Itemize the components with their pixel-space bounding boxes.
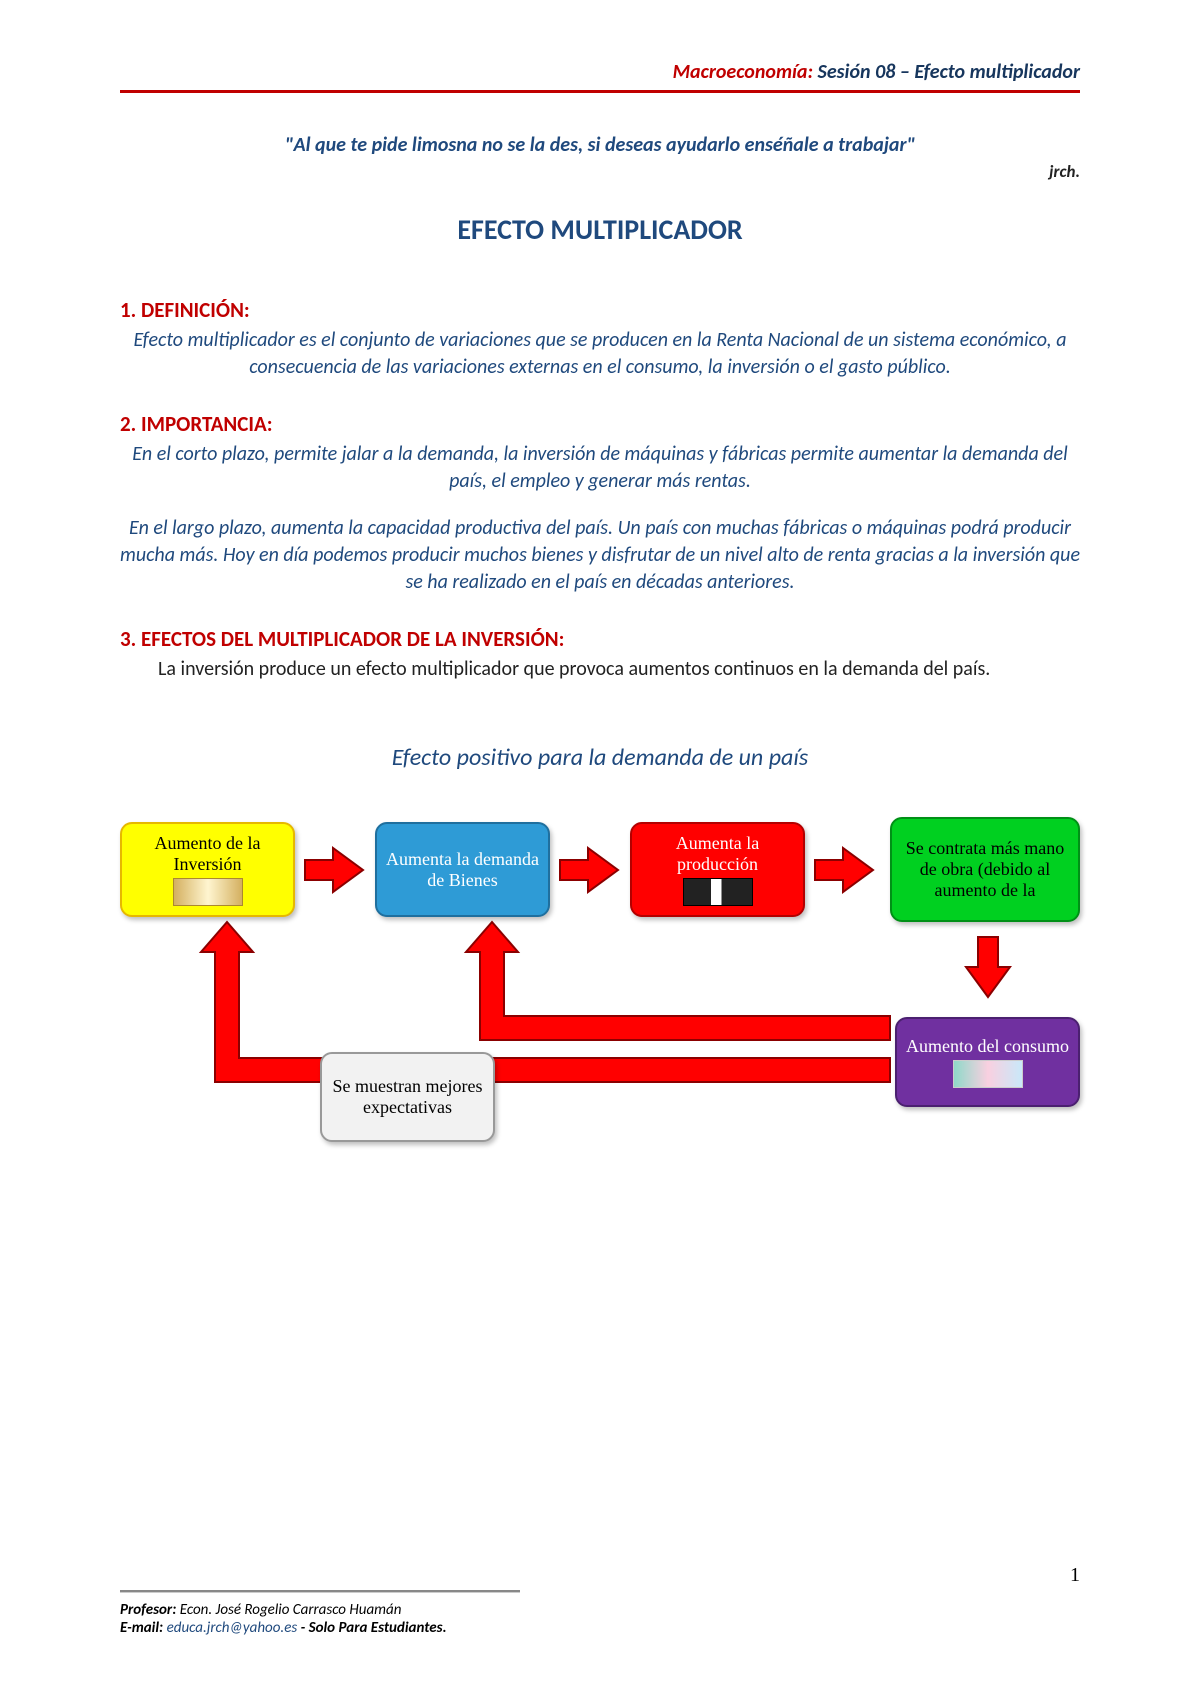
section-1-body: Efecto multiplicador es el conjunto de v… xyxy=(120,327,1080,381)
diagram-title: Efecto positivo para la demanda de un pa… xyxy=(120,743,1080,772)
section-1-heading: 1. DEFINICIÓN: xyxy=(120,297,1080,323)
node-production: Aumenta la producción xyxy=(630,822,805,917)
node-investment-label: Aumento de la Inversión xyxy=(130,833,285,874)
section-2-heading: 2. IMPORTANCIA: xyxy=(120,411,1080,437)
factory-icon xyxy=(683,878,753,906)
node-demand-label: Aumenta la demanda de Bienes xyxy=(385,849,540,890)
course-name: Macroeconomía: xyxy=(673,60,813,84)
node-consumption-label: Aumento del consumo xyxy=(906,1036,1069,1057)
node-expectations-label: Se muestran mejores expectativas xyxy=(330,1076,485,1117)
flow-diagram: Aumento de la Inversión Aumenta la deman… xyxy=(120,822,1080,1202)
page-footer: Profesor: Econ. José Rogelio Carrasco Hu… xyxy=(120,1590,1080,1637)
node-labor-label: Se contrata más mano de obra (debido al … xyxy=(900,838,1070,900)
section-3-body: La inversión produce un efecto multiplic… xyxy=(158,656,1080,683)
section-2-p1: En el corto plazo, permite jalar a la de… xyxy=(120,441,1080,495)
node-expectations: Se muestran mejores expectativas xyxy=(320,1052,495,1142)
footer-tagline: - Solo Para Estudiantes. xyxy=(297,1619,446,1637)
node-investment: Aumento de la Inversión xyxy=(120,822,295,917)
page-number: 1 xyxy=(1070,1564,1080,1587)
quote-author: jrch. xyxy=(120,161,1080,182)
professor-name: Econ. José Rogelio Carrasco Huamán xyxy=(180,1601,402,1619)
page-title: EFECTO MULTIPLICADOR xyxy=(120,212,1080,247)
email-label: E-mail: xyxy=(120,1619,167,1637)
opening-quote: "Al que te pide limosna no se la des, si… xyxy=(120,133,1080,157)
footer-rule xyxy=(120,1590,520,1593)
node-production-label: Aumenta la producción xyxy=(640,833,795,874)
session-name: Sesión 08 – Efecto multiplicador xyxy=(813,60,1080,84)
shopping-icon xyxy=(953,1060,1023,1088)
professor-label: Profesor: xyxy=(120,1601,180,1619)
page-header: Macroeconomía: Sesión 08 – Efecto multip… xyxy=(120,60,1080,93)
section-3-heading: 3. EFECTOS DEL MULTIPLICADOR DE LA INVER… xyxy=(120,626,1080,652)
section-2-p2: En el largo plazo, aumenta la capacidad … xyxy=(120,515,1080,596)
node-demand: Aumenta la demanda de Bienes xyxy=(375,822,550,917)
email-value: educa.jrch@yahoo.es xyxy=(167,1619,298,1637)
coins-icon xyxy=(173,878,243,906)
node-consumption: Aumento del consumo xyxy=(895,1017,1080,1107)
node-labor: Se contrata más mano de obra (debido al … xyxy=(890,817,1080,922)
